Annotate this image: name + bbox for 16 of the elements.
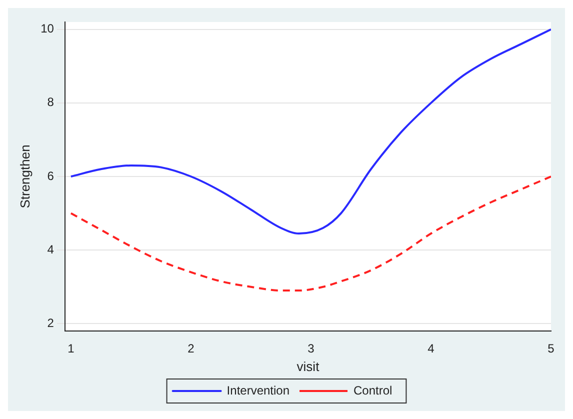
x-tick-label: 4: [428, 342, 435, 356]
x-tick-label: 3: [308, 342, 315, 356]
y-tick-label: 6: [47, 168, 54, 183]
line-series: [70, 28, 551, 235]
legend-label: Control: [354, 383, 392, 398]
legend-label: Intervention: [226, 383, 290, 398]
y-tick-label: 8: [47, 95, 54, 110]
y-axis-title: Strengthen: [17, 144, 32, 208]
y-tick-label: 4: [47, 242, 54, 256]
x-axis-title: visit: [296, 358, 320, 374]
x-tick-label: 1: [68, 342, 75, 356]
x-tick-label: 5: [548, 342, 555, 356]
y-tick-label: 10: [40, 22, 54, 36]
y-tick-label: 2: [47, 316, 54, 330]
x-tick-label: 2: [188, 342, 195, 356]
line-series: [70, 176, 551, 292]
